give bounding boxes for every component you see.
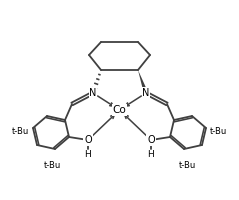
Text: N: N	[142, 88, 150, 98]
Text: O: O	[84, 135, 92, 145]
Text: t-Bu: t-Bu	[43, 160, 61, 170]
Polygon shape	[138, 70, 148, 94]
Text: t-Bu: t-Bu	[12, 128, 29, 136]
Text: H: H	[85, 150, 91, 159]
Text: O: O	[147, 135, 155, 145]
Text: Co: Co	[113, 105, 126, 115]
Text: t-Bu: t-Bu	[210, 128, 227, 136]
Text: H: H	[148, 150, 154, 159]
Text: N: N	[89, 88, 97, 98]
Text: t-Bu: t-Bu	[178, 160, 196, 170]
